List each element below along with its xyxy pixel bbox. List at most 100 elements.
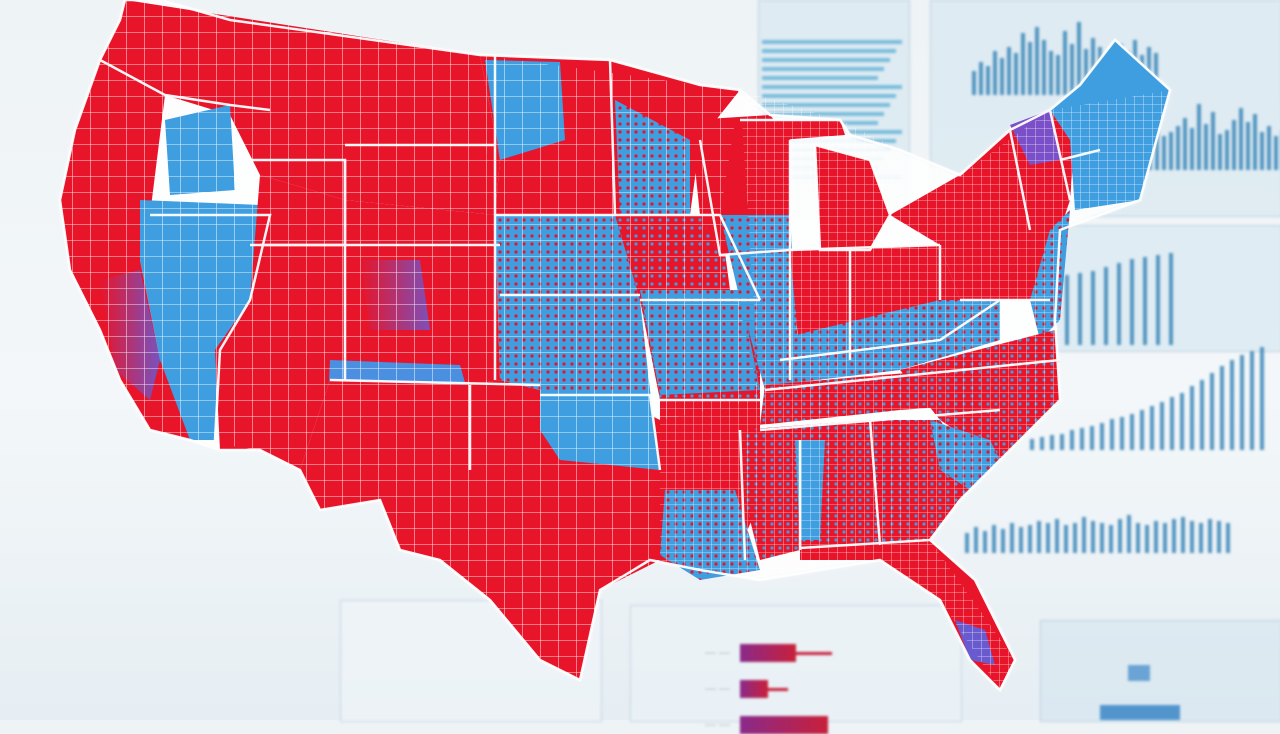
chart-bar bbox=[1042, 40, 1046, 95]
right-bar-chart bbox=[1065, 250, 1173, 345]
chart-bar bbox=[1040, 436, 1044, 450]
chart-bar bbox=[1130, 259, 1134, 345]
chart-bar bbox=[1120, 417, 1124, 450]
chart-bar bbox=[1055, 519, 1059, 553]
chart-bar bbox=[1274, 136, 1278, 170]
legend-whisker bbox=[768, 687, 788, 691]
hbar bbox=[762, 49, 896, 53]
bottom-legend-panel bbox=[630, 605, 962, 722]
chart-bar bbox=[1065, 275, 1069, 345]
chart-bar bbox=[1180, 392, 1184, 450]
chart-bar bbox=[1014, 53, 1018, 95]
chart-bar bbox=[1130, 413, 1134, 450]
chart-bar bbox=[1140, 410, 1144, 450]
chart-bar bbox=[992, 525, 996, 553]
chart-bar bbox=[1063, 31, 1067, 95]
chart-bar bbox=[1127, 515, 1131, 553]
chart-bar bbox=[1046, 523, 1050, 553]
chart-bar bbox=[1170, 397, 1174, 450]
chart-bar bbox=[1021, 33, 1025, 95]
chart-bar bbox=[1225, 130, 1229, 170]
chart-bar bbox=[1267, 126, 1271, 170]
chart-bar bbox=[1211, 112, 1215, 170]
chart-bar bbox=[1028, 525, 1032, 553]
chart-bar bbox=[1232, 120, 1236, 170]
chart-bar bbox=[1217, 521, 1221, 553]
chart-bar bbox=[1037, 521, 1041, 553]
chart-bar bbox=[1090, 425, 1094, 450]
chart-bar bbox=[974, 527, 978, 553]
chart-bar bbox=[1060, 433, 1064, 450]
hbar bbox=[762, 58, 890, 62]
chart-bar bbox=[1197, 104, 1201, 170]
chart-bar bbox=[1150, 406, 1154, 450]
hbar bbox=[762, 40, 902, 44]
right-bar-panel bbox=[1050, 225, 1280, 352]
chart-bar bbox=[1100, 422, 1104, 450]
hbar bbox=[762, 67, 884, 71]
county-grid-west bbox=[60, 0, 500, 470]
chart-bar bbox=[993, 51, 997, 95]
chart-bar bbox=[1136, 523, 1140, 553]
chart-bar bbox=[1169, 132, 1173, 170]
legend-label: — — bbox=[704, 719, 730, 731]
chart-bar bbox=[1082, 517, 1086, 553]
chart-bar bbox=[1154, 521, 1158, 553]
chart-bar bbox=[1091, 521, 1095, 553]
chart-bar bbox=[1073, 523, 1077, 553]
chart-bar bbox=[1210, 373, 1214, 450]
chart-bar bbox=[1260, 132, 1264, 170]
chart-bar bbox=[1077, 22, 1081, 95]
chart-bar bbox=[1260, 346, 1264, 450]
hbar bbox=[762, 112, 884, 116]
legend-label: — — bbox=[704, 647, 730, 659]
chart-bar bbox=[1019, 527, 1023, 553]
chart-bar bbox=[1007, 46, 1011, 95]
legend-row: — — bbox=[640, 644, 832, 662]
chart-bar bbox=[1190, 521, 1194, 553]
chart-bar bbox=[1218, 134, 1222, 170]
chart-bar bbox=[1160, 401, 1164, 450]
bottom-blue-chip bbox=[1128, 665, 1150, 681]
chart-bar bbox=[1154, 53, 1158, 95]
chart-bar bbox=[1109, 525, 1113, 553]
chart-bar bbox=[1190, 128, 1194, 170]
hbar bbox=[762, 76, 878, 80]
chart-bar bbox=[1208, 519, 1212, 553]
chart-bar bbox=[1163, 523, 1167, 553]
chart-bar bbox=[1220, 366, 1224, 450]
chart-bar bbox=[1246, 122, 1250, 170]
chart-bar bbox=[1000, 57, 1004, 95]
legend-label: — — bbox=[704, 683, 730, 695]
county-grid-plains bbox=[300, 55, 760, 680]
chart-bar bbox=[1091, 271, 1095, 345]
chart-bar bbox=[983, 531, 987, 553]
chart-bar bbox=[1118, 519, 1122, 553]
chart-bar bbox=[1250, 351, 1254, 450]
hbar bbox=[762, 85, 902, 89]
chart-bar bbox=[1156, 255, 1160, 345]
chart-bar bbox=[1010, 523, 1014, 553]
chart-bar bbox=[1253, 114, 1257, 170]
hbar bbox=[762, 94, 896, 98]
chart-bar bbox=[1172, 519, 1176, 553]
chart-bar bbox=[1155, 124, 1159, 170]
chart-bar bbox=[1050, 434, 1054, 450]
chart-bar bbox=[1181, 517, 1185, 553]
chart-bar bbox=[1104, 267, 1108, 345]
chart-bar bbox=[1001, 529, 1005, 553]
chart-bar bbox=[1176, 126, 1180, 170]
chart-bar bbox=[1190, 386, 1194, 450]
chart-bar bbox=[1183, 118, 1187, 170]
chart-bar bbox=[1028, 42, 1032, 95]
chart-bar bbox=[1078, 273, 1082, 345]
chart-bar bbox=[1200, 379, 1204, 450]
chart-bar bbox=[1100, 523, 1104, 553]
legend-whisker bbox=[796, 651, 832, 655]
chart-bar bbox=[1162, 136, 1166, 170]
state-borders bbox=[58, 0, 1172, 693]
chart-bar bbox=[1030, 439, 1034, 450]
chart-bar bbox=[972, 70, 976, 95]
chart-bar bbox=[1035, 26, 1039, 95]
